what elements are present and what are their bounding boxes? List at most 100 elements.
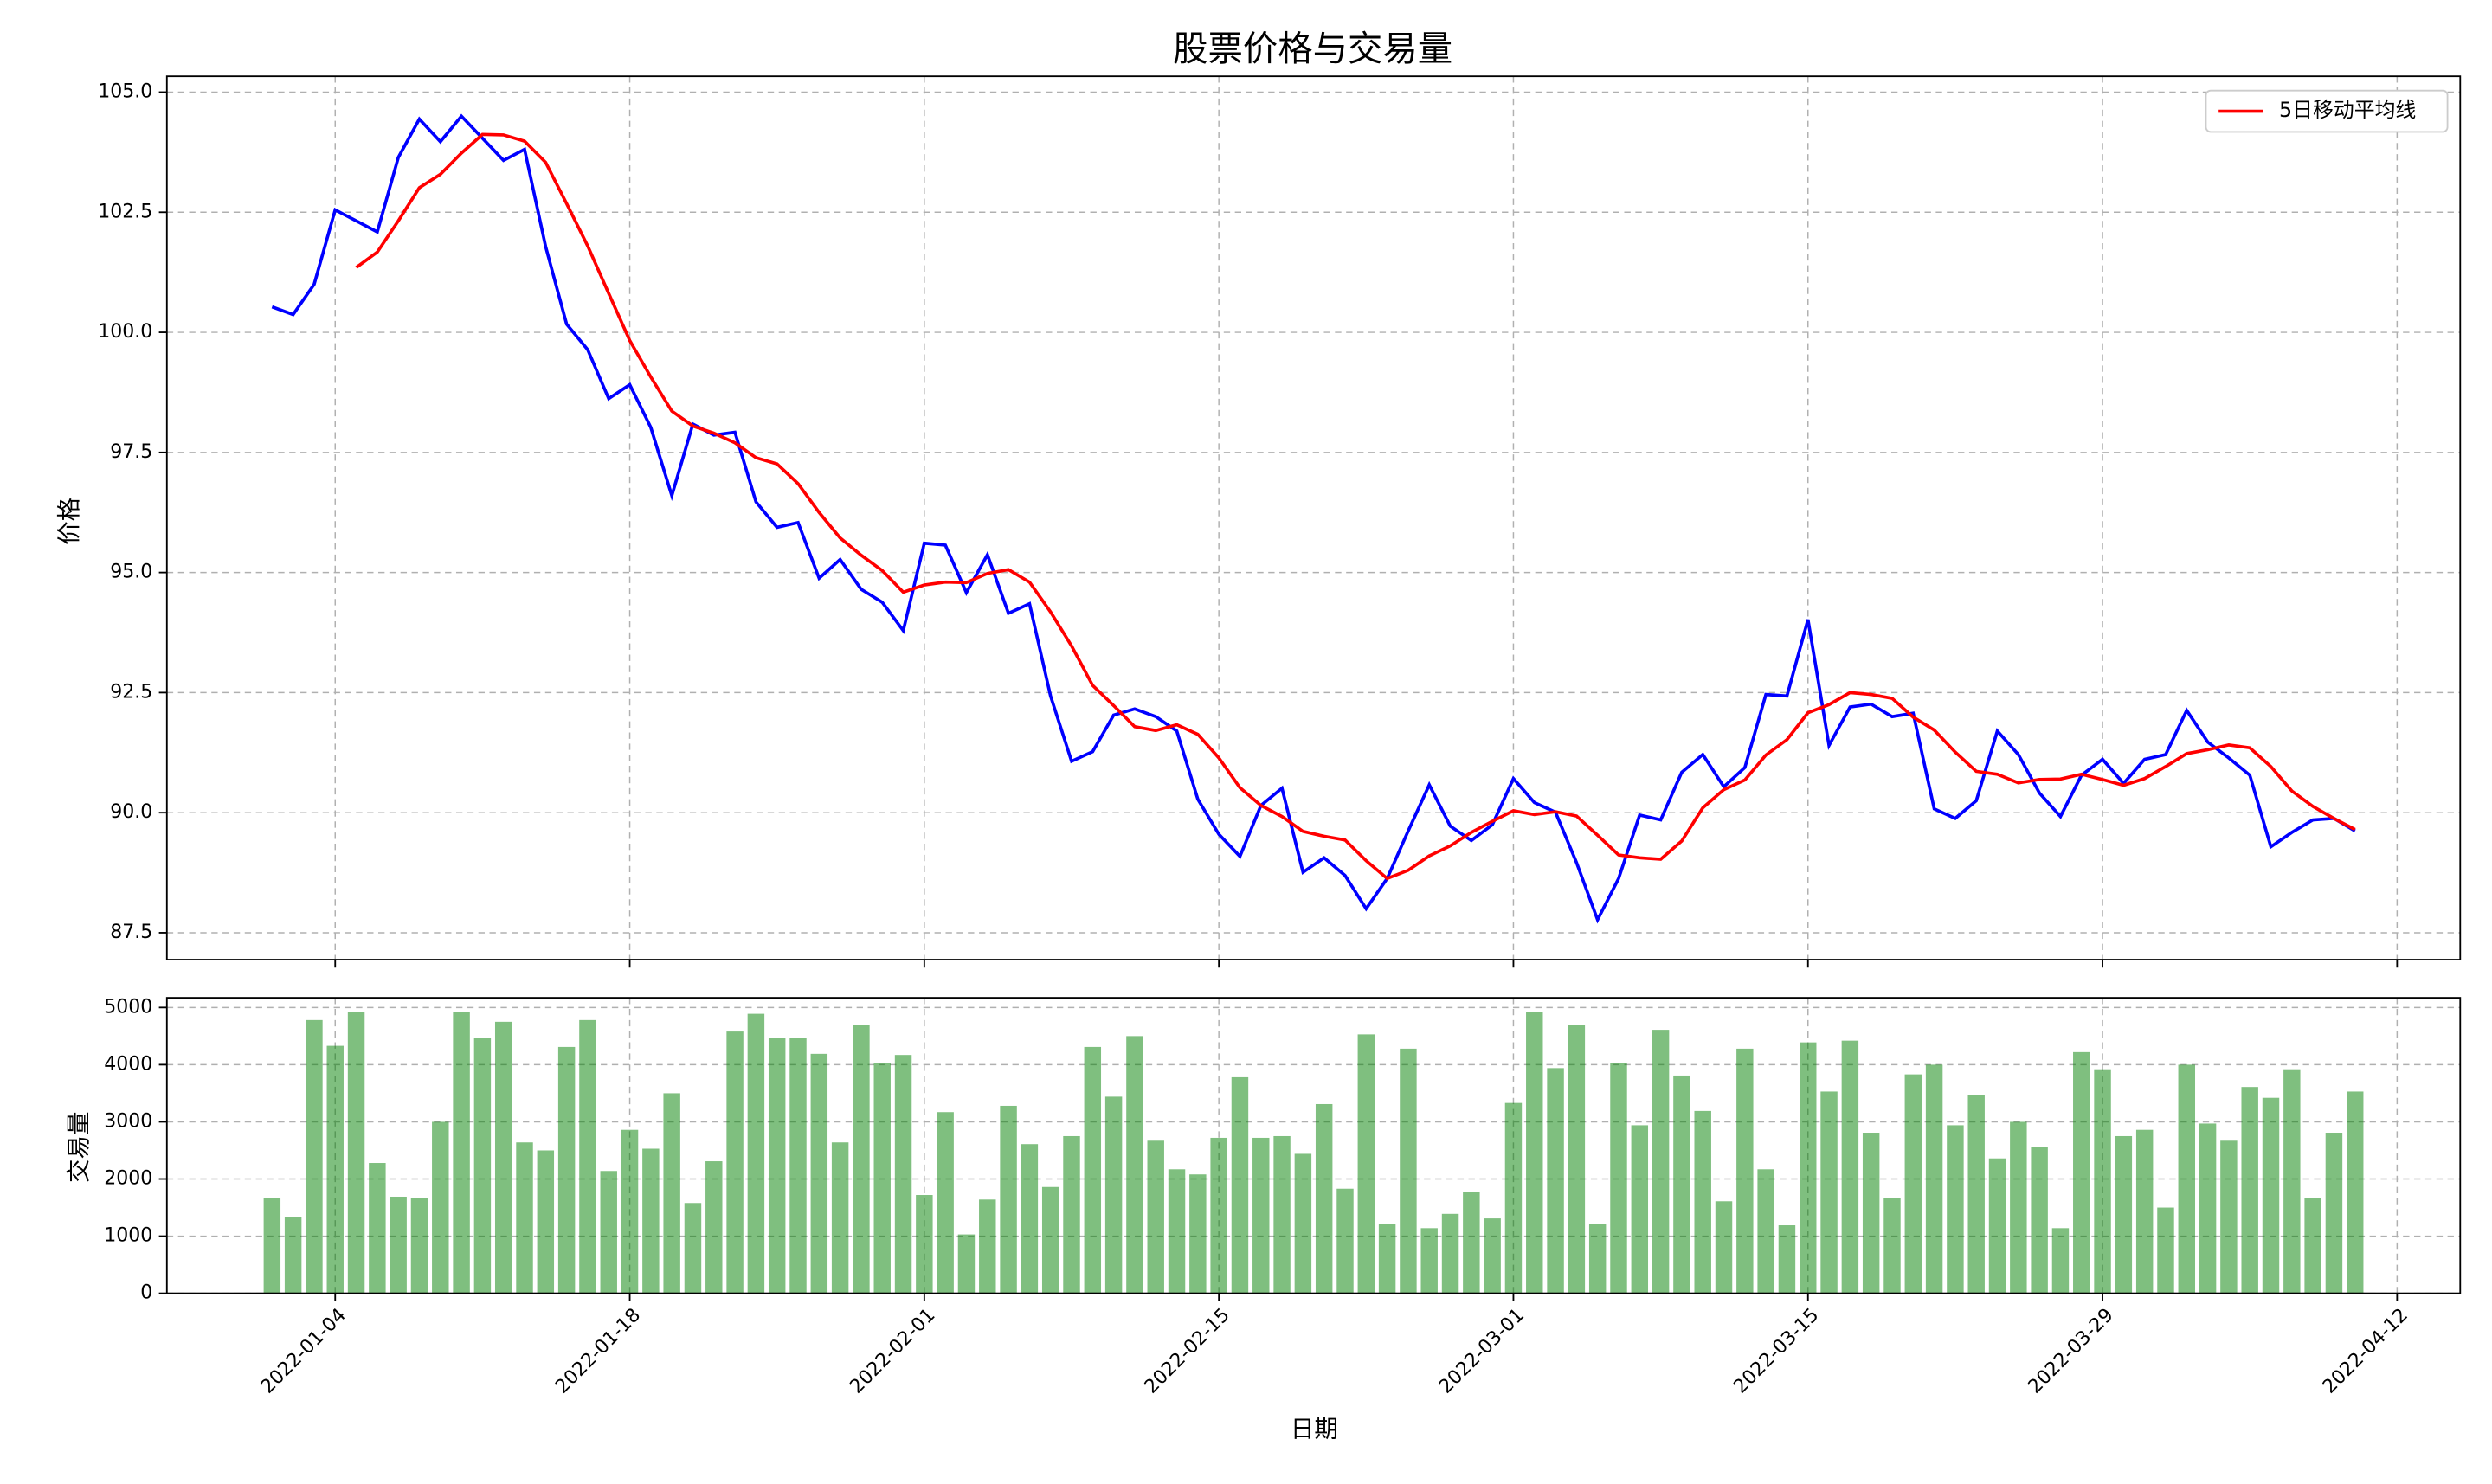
bar — [494, 1021, 512, 1294]
y-tick-label: 97.5 — [110, 441, 152, 463]
bar — [2135, 1129, 2154, 1294]
bar — [957, 1234, 976, 1294]
bar — [1736, 1048, 1754, 1294]
y-tick-label: 5000 — [104, 996, 152, 1018]
bar — [453, 1012, 470, 1294]
bar — [1862, 1133, 1880, 1294]
y-axis-label: 价格 — [55, 498, 83, 545]
bar — [1967, 1095, 1985, 1294]
x-tick-label: 2022-03-01 — [1435, 1304, 1529, 1397]
bar — [937, 1112, 954, 1294]
bar — [1841, 1040, 1859, 1294]
bar — [831, 1142, 849, 1294]
bar — [2010, 1121, 2027, 1294]
bar — [684, 1203, 702, 1294]
bar — [1673, 1075, 1690, 1294]
bar — [1652, 1030, 1670, 1294]
bar — [1694, 1110, 1711, 1294]
bar — [537, 1150, 555, 1294]
x-tick-label: 2022-03-15 — [1729, 1304, 1823, 1397]
bar — [284, 1217, 302, 1294]
bar — [1547, 1068, 1564, 1294]
bar — [326, 1045, 344, 1294]
bar — [621, 1129, 639, 1294]
bar — [2094, 1069, 2111, 1294]
plot-frame — [165, 75, 2462, 960]
bar — [1526, 1012, 1543, 1294]
bar — [1400, 1048, 1417, 1294]
bar — [1947, 1125, 1964, 1294]
x-axis-label: 日期 — [1291, 1416, 1338, 1443]
x-tick-label: 2022-03-29 — [2025, 1304, 2118, 1397]
bar — [347, 1012, 365, 1294]
y-tick-label: 3000 — [104, 1110, 152, 1132]
bar — [1189, 1174, 1207, 1294]
bar — [369, 1163, 386, 1294]
bar — [1568, 1025, 1586, 1294]
bar — [432, 1121, 449, 1294]
line-series — [355, 132, 2356, 881]
bar — [810, 1053, 828, 1294]
bar — [1000, 1105, 1017, 1294]
y-tick-label: 105.0 — [98, 80, 152, 102]
bar — [2241, 1087, 2258, 1294]
x-tick-label: 2022-02-15 — [1141, 1304, 1234, 1397]
bar — [1147, 1140, 1164, 1294]
bar — [263, 1198, 281, 1294]
bar — [789, 1038, 807, 1294]
bar — [1631, 1125, 1649, 1294]
y-axis-label: 交易量 — [65, 1111, 93, 1183]
bar — [1925, 1064, 1943, 1294]
bar — [516, 1142, 533, 1294]
bar — [2347, 1091, 2364, 1294]
bar — [1336, 1188, 1354, 1294]
y-tick-label: 87.5 — [110, 922, 152, 943]
x-tick-label: 2022-01-04 — [257, 1304, 351, 1397]
bar — [2283, 1069, 2301, 1294]
bar — [1315, 1103, 1333, 1294]
bar — [1484, 1218, 1501, 1294]
bar — [2304, 1198, 2321, 1294]
bar — [1231, 1076, 1249, 1294]
x-tick-label: 2022-01-18 — [551, 1304, 645, 1397]
bar — [1063, 1135, 1080, 1294]
legend-box — [2205, 89, 2449, 133]
bar — [390, 1196, 407, 1294]
bar — [410, 1198, 428, 1294]
bar — [916, 1195, 933, 1294]
bar — [1904, 1074, 1922, 1294]
y-tick-label: 4000 — [104, 1053, 152, 1075]
bar — [1463, 1192, 1480, 1294]
y-tick-label: 102.5 — [98, 201, 152, 222]
y-tick-label: 100.0 — [98, 321, 152, 343]
bar — [1273, 1135, 1291, 1294]
bar — [642, 1148, 660, 1294]
bar — [1420, 1228, 1438, 1294]
bar — [1610, 1063, 1627, 1294]
bar — [473, 1038, 492, 1294]
bar — [2178, 1064, 2196, 1294]
bar — [2051, 1228, 2070, 1294]
bar — [1357, 1034, 1375, 1294]
bar — [768, 1038, 786, 1294]
bar — [2325, 1133, 2343, 1294]
bar — [1168, 1169, 1186, 1294]
bar — [1778, 1225, 1796, 1294]
bar — [979, 1199, 996, 1294]
bar — [1757, 1169, 1774, 1294]
x-tick-label: 2022-02-01 — [846, 1304, 939, 1397]
bar — [2073, 1051, 2090, 1294]
bar — [663, 1093, 680, 1294]
bar — [1588, 1224, 1607, 1294]
bar — [726, 1031, 744, 1294]
bar — [1126, 1036, 1143, 1294]
bar — [306, 1019, 323, 1294]
bar — [2157, 1207, 2174, 1294]
bar — [1021, 1144, 1039, 1294]
bar — [557, 1046, 576, 1294]
chart-title: 股票价格与交易量 — [1173, 29, 1452, 69]
bar — [1715, 1201, 1733, 1294]
bar — [1210, 1137, 1227, 1294]
